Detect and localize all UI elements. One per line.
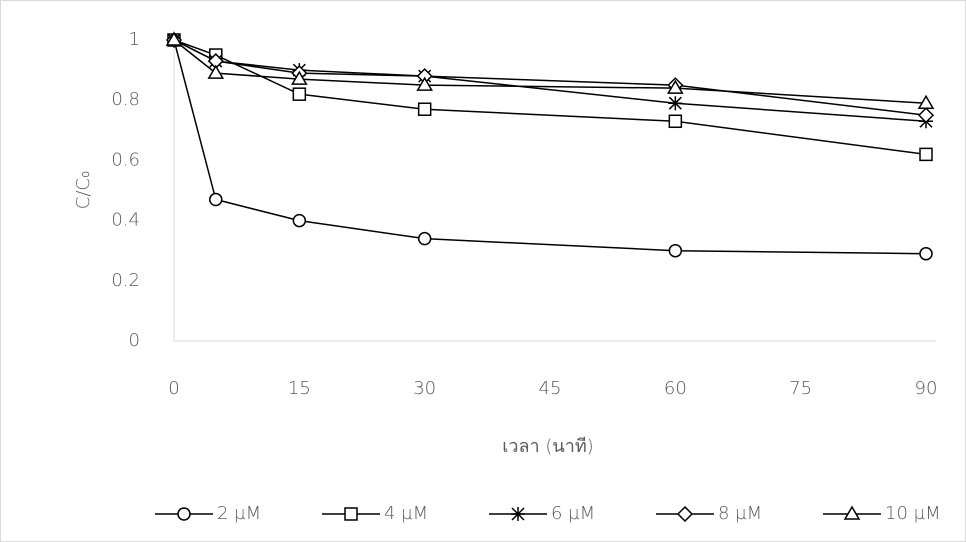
marker (669, 245, 681, 257)
marker (668, 96, 682, 110)
marker (920, 148, 932, 160)
chart: เวลา (นาที) C/C₀ 0 0.2 0.4 0.6 0.8 1 0 15 30 45 60… (0, 0, 966, 542)
x-axis-label: เวลา (นาที) (502, 436, 593, 457)
y-tick-label: 0 (129, 330, 140, 351)
y-tick-label: 0.2 (111, 270, 140, 291)
x-tick-label: 60 (664, 378, 687, 399)
marker (293, 215, 305, 227)
x-tick-label: 0 (168, 378, 179, 399)
marker (419, 233, 431, 245)
legend-label: 10 µM (885, 503, 941, 524)
legend-label: 4 µM (384, 503, 428, 524)
x-tick-label: 90 (915, 378, 938, 399)
legend-label: 6 µM (551, 503, 595, 524)
marker (920, 248, 932, 260)
marker (669, 115, 681, 127)
x-tick-label: 30 (413, 378, 436, 399)
marker (511, 507, 525, 521)
marker (293, 88, 305, 100)
x-tick-label: 15 (288, 378, 311, 399)
marker (178, 508, 190, 520)
y-tick-label: 0.8 (111, 89, 140, 110)
y-axis-label: C/C₀ (73, 171, 94, 209)
x-tick-label: 45 (539, 378, 562, 399)
legend-label: 2 µM (217, 503, 261, 524)
y-tick-label: 1 (129, 29, 140, 50)
marker (210, 194, 222, 206)
x-tick-label: 75 (789, 378, 812, 399)
legend-label: 8 µM (718, 503, 762, 524)
marker (345, 508, 357, 520)
y-tick-label: 0.6 (111, 149, 140, 170)
y-tick-label: 0.4 (111, 210, 140, 231)
chart-border (1, 1, 966, 542)
marker (419, 103, 431, 115)
